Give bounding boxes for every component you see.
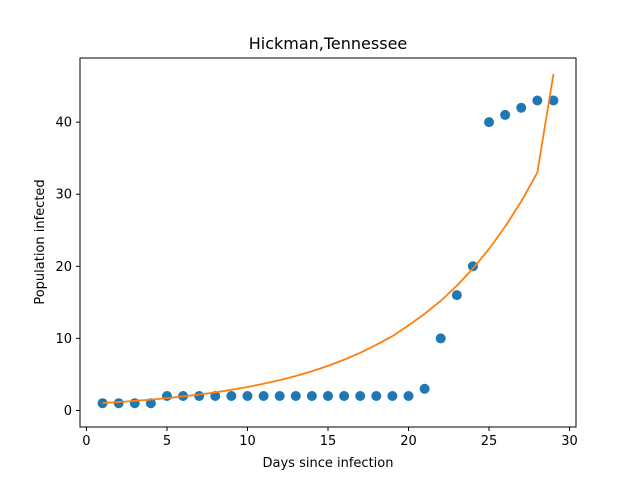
scatter-point [467, 261, 478, 272]
scatter-point [194, 391, 205, 402]
marks-layer [97, 73, 559, 409]
scatter-point [403, 391, 414, 402]
x-axis-label: Days since infection [263, 456, 394, 471]
scatter-point [274, 391, 285, 402]
scatter-point [145, 398, 156, 409]
x-tick-label: 0 [82, 434, 90, 449]
y-tick-label: 20 [55, 260, 72, 275]
scatter-point [97, 398, 108, 409]
scatter-point [306, 391, 317, 402]
scatter-point [323, 391, 333, 402]
x-tick-label: 5 [163, 434, 171, 449]
x-tick-label: 25 [481, 434, 498, 449]
scatter-point [242, 391, 253, 402]
scatter-point [290, 391, 301, 402]
axes-layer: 0 5 10 15 20 25 30 0 10 20 30 40 [55, 57, 578, 449]
scatter-point [451, 290, 462, 301]
y-tick-label: 40 [55, 116, 72, 131]
fit-line [102, 73, 555, 404]
x-tick-label: 15 [320, 434, 337, 449]
scatter-point [258, 391, 269, 402]
scatter-point [161, 391, 172, 402]
scatter-point [419, 383, 430, 394]
y-axis-label: Population infected [33, 179, 48, 304]
scatter-point [129, 398, 140, 409]
x-tick-label: 30 [561, 434, 578, 449]
scatter-point [548, 95, 559, 106]
scatter-point [339, 391, 350, 402]
x-tick-label: 10 [239, 434, 256, 449]
scatter-point [387, 391, 398, 402]
scatter-point [371, 391, 382, 402]
scatter-point [113, 398, 124, 409]
scatter-point [226, 391, 237, 402]
scatter-point [532, 95, 543, 106]
y-tick-label: 10 [55, 332, 72, 347]
y-tick-label: 30 [55, 188, 72, 203]
scatter-point [484, 117, 495, 128]
scatter-point [500, 109, 511, 120]
scatter-point [516, 102, 527, 113]
chart-title: Hickman,Tennessee [249, 34, 408, 53]
scatter-point [355, 391, 366, 402]
y-tick-label: 0 [64, 404, 72, 419]
scatter-point [435, 333, 446, 344]
x-tick-label: 20 [400, 434, 417, 449]
